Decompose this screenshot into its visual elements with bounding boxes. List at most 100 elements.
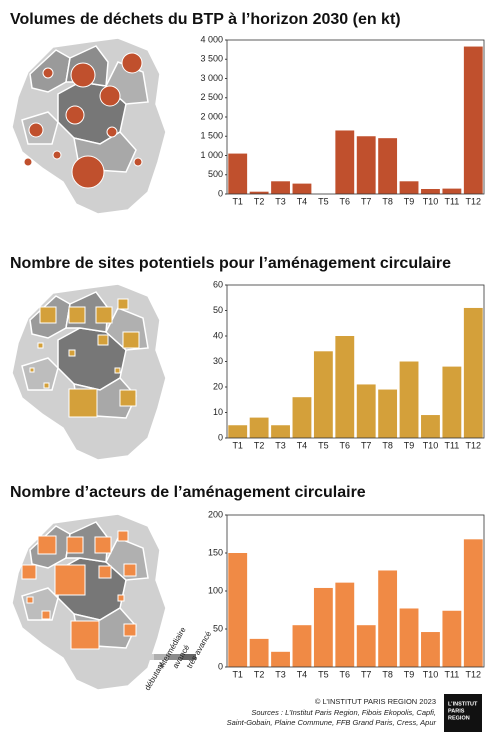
y-tick-label: 500: [208, 169, 223, 179]
y-tick-label: 1 500: [200, 131, 223, 141]
sources: Sources : L’Institut Paris Region, Fiboi…: [251, 708, 436, 717]
x-tick-label: T4: [297, 440, 308, 450]
x-tick-label: T6: [340, 669, 351, 679]
logo: [444, 694, 482, 732]
x-tick-label: T8: [382, 196, 393, 206]
sources: Saint-Gobain, Plaine Commune, FFB Grand …: [227, 718, 437, 727]
bar: [228, 425, 248, 438]
x-tick-label: T10: [423, 669, 439, 679]
bar: [335, 582, 355, 667]
map-2: [11, 283, 167, 461]
x-tick-label: T12: [466, 196, 482, 206]
bar: [399, 361, 419, 438]
bar: [463, 46, 483, 194]
bar: [292, 397, 312, 438]
bar: [249, 417, 269, 438]
chart-title: Nombre d’acteurs de l’aménagement circul…: [10, 484, 366, 501]
x-tick-label: T3: [275, 196, 286, 206]
y-tick-label: 2 000: [200, 111, 223, 121]
y-tick-label: 20: [213, 381, 223, 391]
bar: [421, 632, 440, 667]
chart-title: Volumes de déchets du BTP à l’horizon 20…: [10, 11, 401, 28]
x-tick-label: T5: [318, 196, 329, 206]
x-tick-label: T12: [466, 669, 482, 679]
x-tick-label: T10: [423, 196, 439, 206]
copyright: © L’INSTITUT PARIS REGION 2023: [315, 697, 436, 706]
bar: [378, 570, 398, 667]
y-tick-label: 1 000: [200, 150, 223, 160]
x-tick-label: T8: [382, 669, 393, 679]
bar: [421, 188, 440, 194]
x-tick-label: T4: [297, 669, 308, 679]
y-tick-label: 0: [218, 188, 223, 198]
plot-frame: [226, 39, 485, 195]
bar: [399, 608, 419, 667]
x-tick-label: T1: [232, 669, 243, 679]
y-tick-label: 0: [218, 661, 223, 671]
bar: [356, 384, 376, 438]
y-tick-label: 40: [213, 330, 223, 340]
x-tick-label: T9: [404, 196, 415, 206]
x-tick-label: T7: [361, 669, 372, 679]
bar: [442, 610, 462, 667]
y-tick-label: 100: [208, 585, 223, 595]
bar: [442, 188, 462, 194]
x-tick-label: T5: [318, 669, 329, 679]
y-tick-label: 30: [213, 356, 223, 366]
x-tick-label: T10: [423, 440, 439, 450]
plot-frame: [226, 284, 485, 439]
y-tick-label: 3 500: [200, 54, 223, 64]
x-tick-label: T9: [404, 669, 415, 679]
chart-title: Nombre de sites potentiels pour l’aménag…: [10, 255, 451, 272]
logo-text: REGION: [448, 715, 470, 721]
logo-text: L’INSTITUT: [448, 701, 478, 707]
bar: [313, 587, 333, 667]
bar: [463, 307, 483, 438]
y-tick-label: 150: [208, 547, 223, 557]
bar: [463, 539, 483, 667]
bar: [399, 181, 419, 194]
x-tick-label: T2: [254, 669, 265, 679]
bar: [378, 138, 398, 194]
y-tick-label: 2 500: [200, 92, 223, 102]
map-3: [11, 513, 167, 691]
y-tick-label: 50: [213, 623, 223, 633]
y-tick-label: 0: [218, 432, 223, 442]
bar: [292, 183, 312, 194]
x-tick-label: T9: [404, 440, 415, 450]
x-tick-label: T11: [444, 669, 459, 679]
x-tick-label: T5: [318, 440, 329, 450]
x-tick-label: T11: [444, 440, 459, 450]
x-tick-label: T7: [361, 440, 372, 450]
x-tick-label: T2: [254, 440, 265, 450]
x-tick-label: T12: [466, 440, 482, 450]
y-tick-label: 50: [213, 305, 223, 315]
x-tick-label: T3: [275, 669, 286, 679]
y-tick-label: 3 000: [200, 73, 223, 83]
x-tick-label: T6: [340, 196, 351, 206]
y-tick-label: 200: [208, 509, 223, 519]
bar: [249, 638, 269, 667]
bar: [228, 153, 248, 194]
map-1: [11, 37, 167, 215]
x-tick-label: T8: [382, 440, 393, 450]
bar: [356, 136, 376, 194]
bar: [442, 366, 462, 438]
bar: [335, 130, 355, 194]
x-tick-label: T2: [254, 196, 265, 206]
bar: [271, 181, 290, 194]
bar: [249, 191, 269, 194]
y-tick-label: 4 000: [200, 34, 223, 44]
bar: [292, 625, 312, 667]
y-tick-label: 10: [213, 407, 223, 417]
x-tick-label: T7: [361, 196, 372, 206]
bar: [228, 553, 248, 667]
x-tick-label: T1: [232, 440, 243, 450]
bar: [313, 351, 333, 438]
logo-text: PARIS: [448, 708, 465, 714]
plot-frame: [226, 514, 485, 668]
x-tick-label: T1: [232, 196, 243, 206]
bar: [378, 389, 398, 438]
x-tick-label: T4: [297, 196, 308, 206]
